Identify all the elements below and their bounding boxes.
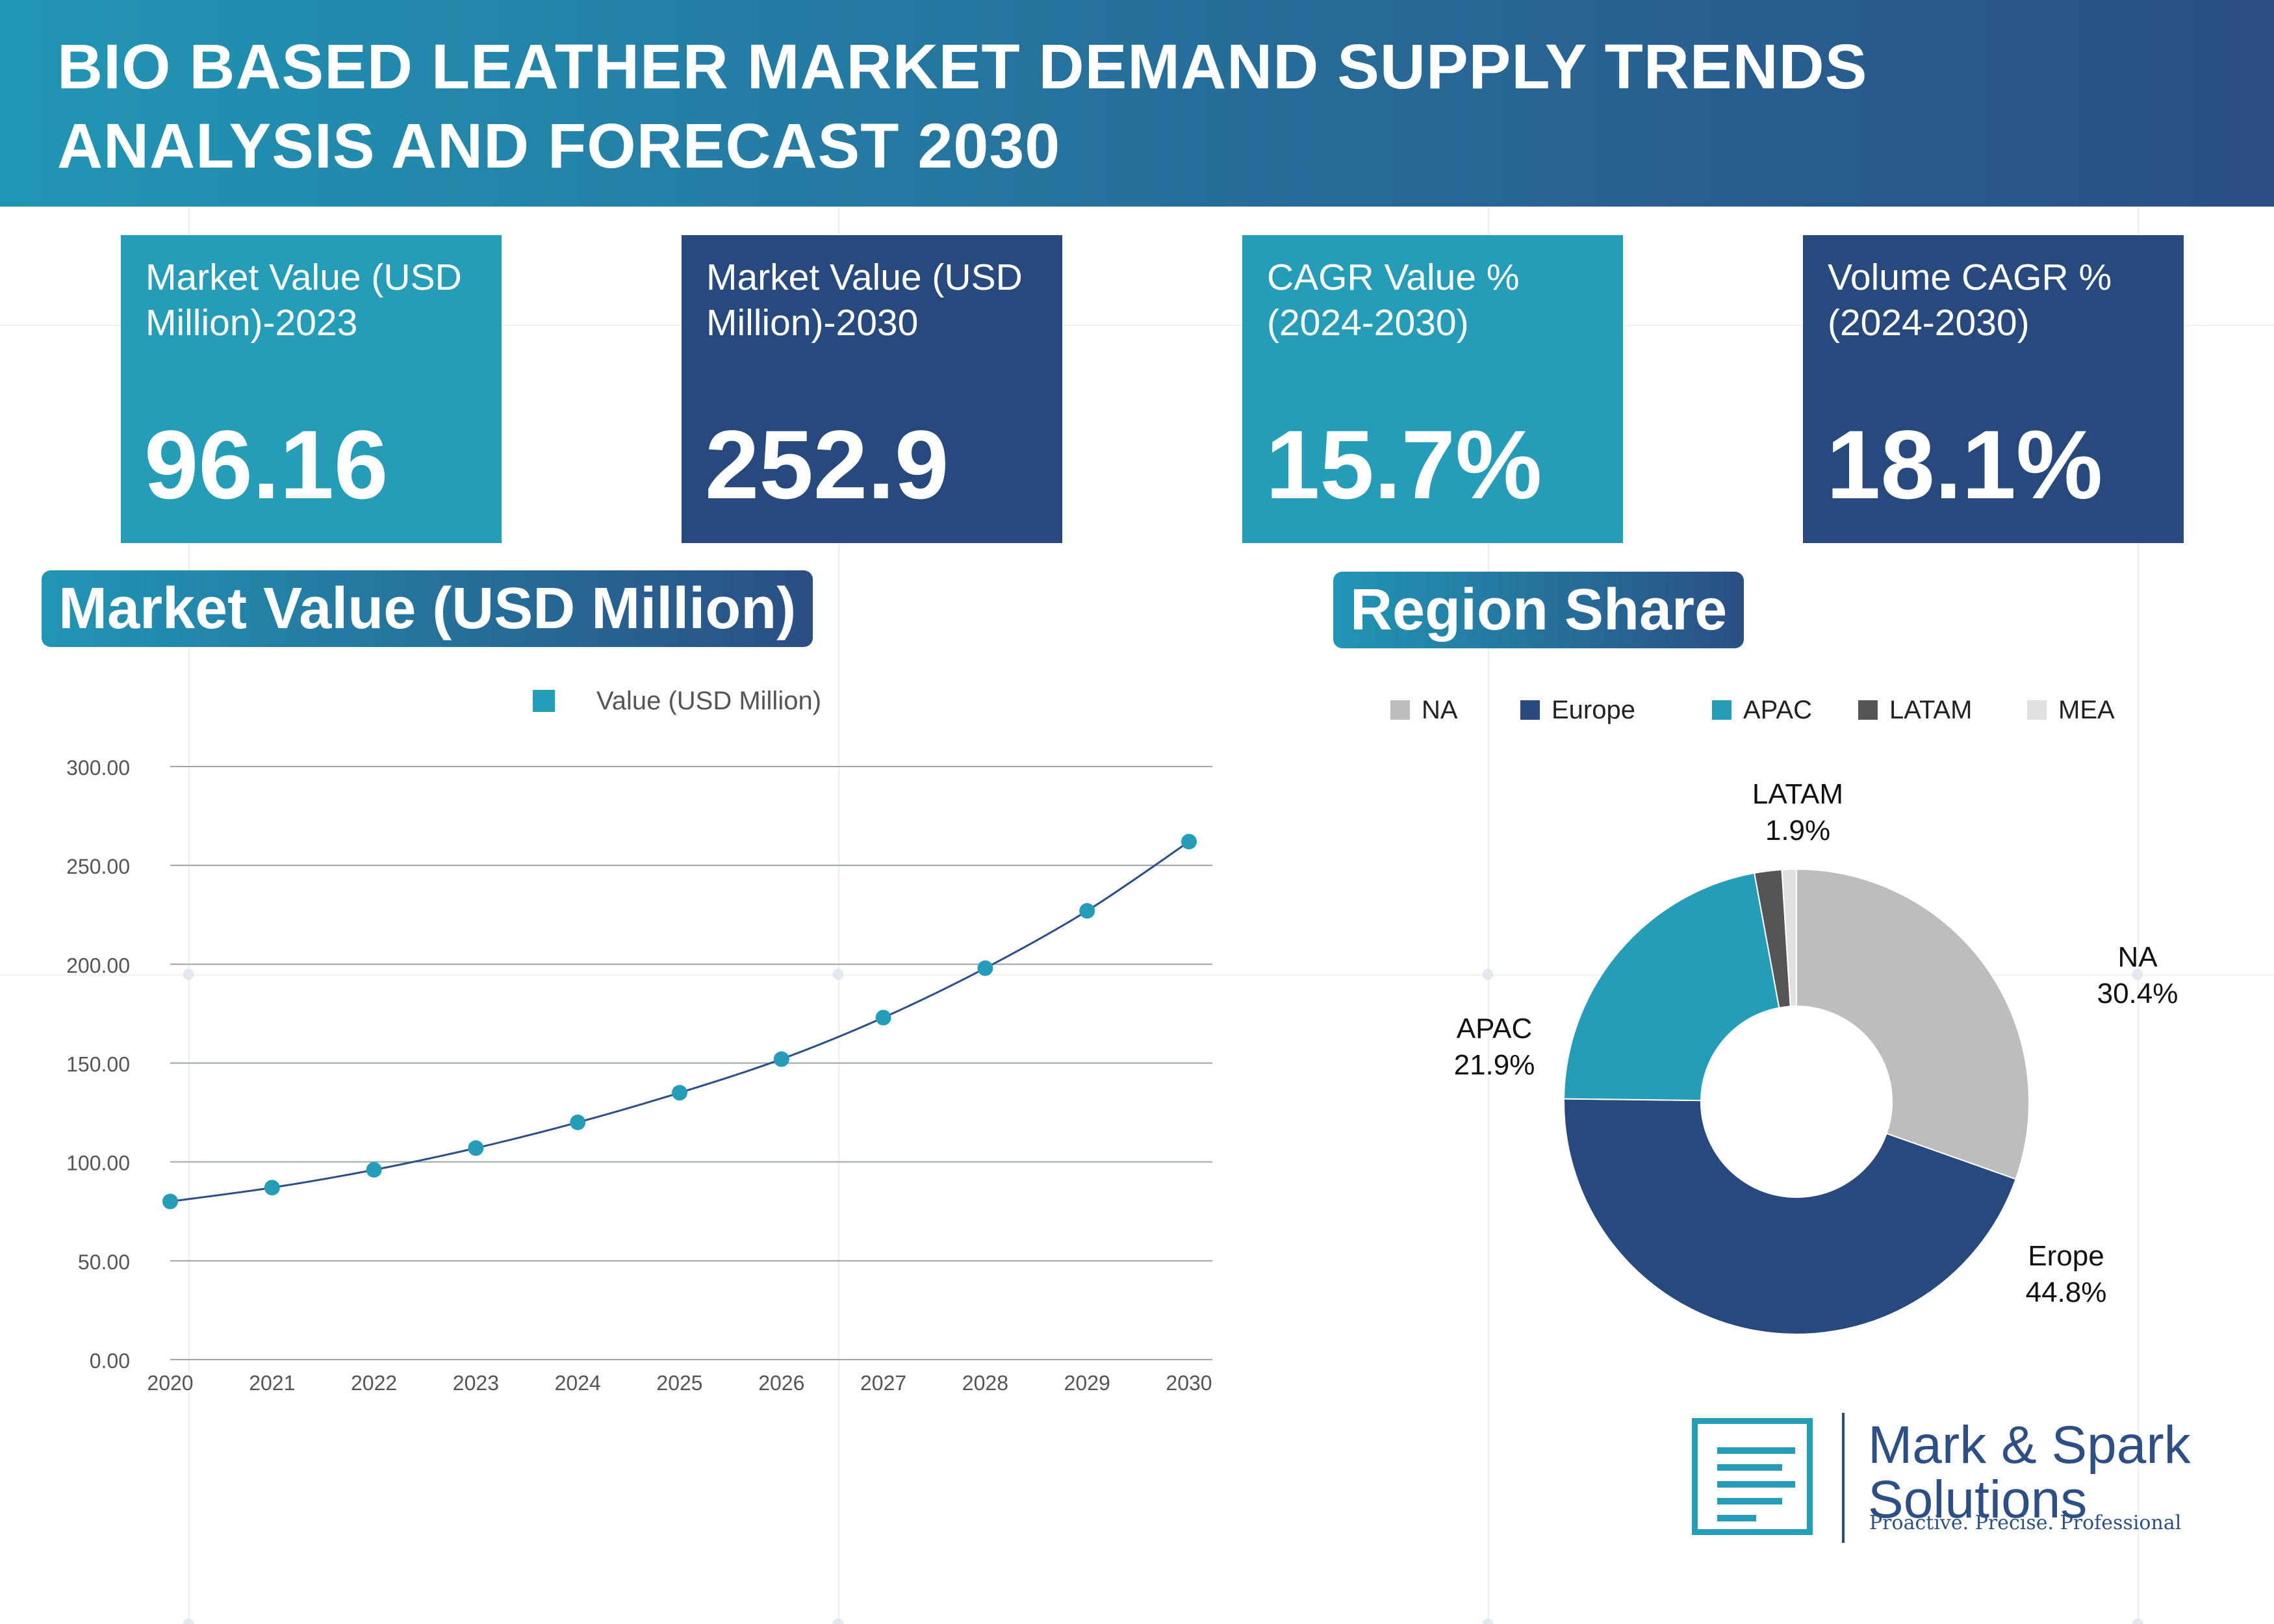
x-tick-label: 2026 bbox=[758, 1371, 804, 1395]
section-title-market-value: Market Value (USD Million) bbox=[42, 570, 813, 647]
data-label-apac-pct: 21.9% bbox=[1454, 1049, 1535, 1081]
section-title-region-share: Region Share bbox=[1333, 572, 1744, 648]
kpi-card-market-value-2030: Market Value (USD Million)-2030 252.9 bbox=[682, 235, 1062, 543]
kpi-card-volume-cagr: Volume CAGR % (2024-2030) 18.1% bbox=[1803, 235, 2184, 543]
data-label-europe-pct: 44.8% bbox=[2026, 1276, 2107, 1308]
x-tick-label: 2021 bbox=[249, 1371, 295, 1395]
data-point-2025 bbox=[672, 1085, 687, 1101]
y-tick-label: 200.00 bbox=[66, 954, 130, 977]
data-point-2023 bbox=[468, 1140, 484, 1156]
legend-label-europe: Europe bbox=[1552, 696, 1635, 724]
market-value-line-chart: Value (USD Million) 0.00 50.00 100.00 150.00… bbox=[66, 687, 1212, 1395]
kpi-card-cagr-value: CAGR Value % (2024-2030) 15.7% bbox=[1242, 235, 1623, 543]
kpi-label: Market Value (USD Million)-2030 bbox=[706, 257, 1023, 344]
logo-tagline: Proactive. Precise. Professional bbox=[1869, 1512, 2182, 1534]
data-point-2020 bbox=[162, 1193, 178, 1210]
x-tick-label: 2025 bbox=[656, 1371, 702, 1395]
document-icon bbox=[1692, 1418, 1813, 1535]
data-point-2028 bbox=[977, 960, 993, 976]
data-label-apac-name: APAC bbox=[1457, 1013, 1533, 1045]
data-label-na-name: NA bbox=[2117, 941, 2158, 973]
kpi-value: 252.9 bbox=[705, 410, 949, 519]
kpi-value: 15.7% bbox=[1266, 410, 1542, 519]
legend-swatch-na bbox=[1390, 700, 1410, 720]
x-tick-label: 2020 bbox=[147, 1371, 193, 1395]
legend-label: Value (USD Million) bbox=[596, 687, 821, 715]
x-tick-label: 2030 bbox=[1166, 1371, 1212, 1395]
data-point-2021 bbox=[264, 1180, 280, 1196]
y-tick-label: 250.00 bbox=[66, 855, 130, 878]
series-line bbox=[170, 841, 1190, 1203]
data-point-2022 bbox=[366, 1161, 382, 1178]
region-share-donut-chart: NA Europe APAC LATAM MEA NA 30.4% Erope 44.8% APA… bbox=[1390, 696, 2178, 1335]
slice-na bbox=[1796, 868, 2030, 1180]
logo-company-name: Mark & Spark Solutions bbox=[1868, 1415, 2191, 1529]
y-tick-label: 0.00 bbox=[90, 1349, 130, 1373]
page-title: BIO BASED LEATHER MARKET DEMAND SUPPLY T… bbox=[57, 31, 1868, 181]
x-tick-label: 2022 bbox=[351, 1371, 397, 1395]
data-label-latam-name: LATAM bbox=[1752, 778, 1843, 810]
x-tick-label: 2029 bbox=[1064, 1371, 1110, 1395]
slice-mea bbox=[1781, 868, 1797, 1008]
header-banner: BIO BASED LEATHER MARKET DEMAND SUPPLY T… bbox=[0, 0, 2274, 207]
company-logo: Mark & Spark Solutions Proactive. Precis… bbox=[1689, 1413, 2209, 1546]
legend-swatch-mea bbox=[2027, 700, 2047, 720]
y-tick-label: 300.00 bbox=[66, 756, 130, 780]
slice-europe bbox=[1563, 1098, 2017, 1335]
legend-swatch-europe bbox=[1520, 700, 1540, 720]
kpi-value: 96.16 bbox=[144, 410, 389, 519]
slice-apac bbox=[1563, 872, 1780, 1102]
legend-label-mea: MEA bbox=[2058, 696, 2115, 724]
legend-swatch-latam bbox=[1858, 700, 1878, 720]
legend-swatch-apac bbox=[1712, 700, 1731, 720]
data-point-2029 bbox=[1079, 903, 1095, 919]
data-label-europe-name: Erope bbox=[2028, 1240, 2104, 1272]
logo-divider bbox=[1842, 1413, 1845, 1543]
data-label-latam-pct: 1.9% bbox=[1765, 815, 1830, 846]
x-tick-label: 2024 bbox=[555, 1371, 601, 1395]
data-point-2024 bbox=[570, 1114, 586, 1130]
legend-label-latam: LATAM bbox=[1889, 696, 1972, 724]
x-tick-label: 2028 bbox=[962, 1371, 1008, 1395]
y-tick-label: 100.00 bbox=[66, 1152, 130, 1175]
data-point-2027 bbox=[875, 1009, 891, 1026]
kpi-label: CAGR Value % (2024-2030) bbox=[1267, 257, 1520, 344]
x-tick-label: 2027 bbox=[860, 1371, 906, 1395]
data-point-2026 bbox=[773, 1051, 789, 1067]
legend-swatch bbox=[533, 690, 555, 712]
legend-label-apac: APAC bbox=[1743, 696, 1812, 724]
data-label-na-pct: 30.4% bbox=[2097, 978, 2178, 1009]
y-tick-label: 50.00 bbox=[78, 1250, 130, 1274]
y-tick-label: 150.00 bbox=[66, 1053, 130, 1076]
kpi-label: Market Value (USD Million)-2023 bbox=[146, 257, 462, 344]
x-tick-label: 2023 bbox=[453, 1371, 499, 1395]
kpi-label: Volume CAGR % (2024-2030) bbox=[1828, 257, 2112, 344]
data-point-2030 bbox=[1181, 833, 1197, 850]
kpi-card-market-value-2023: Market Value (USD Million)-2023 96.16 bbox=[121, 235, 502, 543]
kpi-value: 18.1% bbox=[1826, 410, 2103, 519]
legend-label-na: NA bbox=[1422, 696, 1458, 724]
